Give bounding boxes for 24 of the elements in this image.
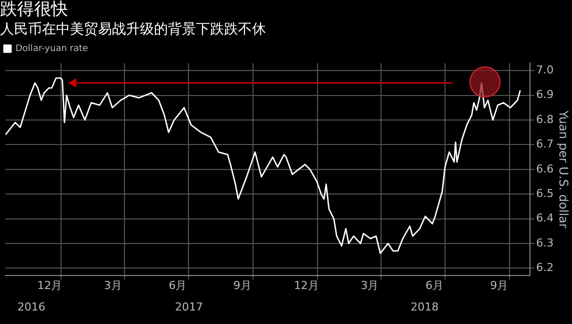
chart-title: 跌得很快: [0, 0, 68, 20]
y-tick-label: 6.2: [536, 261, 554, 274]
y-axis-title: Yuan per U.S. dollar: [556, 109, 571, 228]
x-tick-label: 12月: [37, 279, 62, 292]
y-tick-label: 6.3: [536, 236, 554, 250]
x-tick-label: 9月: [490, 279, 508, 292]
x2-tick-label: 2018: [410, 300, 439, 314]
y-tick-label: 6.4: [536, 212, 554, 225]
y-tick-label: 6.6: [536, 162, 554, 176]
chart-subtitle: 人民币在中美贸易战升级的背景下跌跌不休: [0, 21, 266, 38]
x-tick-label: 3月: [104, 279, 122, 292]
y-tick-label: 6.5: [536, 186, 554, 200]
y-tick-label: 6.8: [536, 112, 554, 126]
y-tick-label: 7.0: [536, 63, 554, 76]
legend-label: Dollar-yuan rate: [16, 44, 89, 54]
y-tick-label: 6.9: [536, 88, 554, 102]
x2-tick-label: 2016: [17, 300, 46, 314]
y-tick-label: 6.7: [536, 138, 554, 151]
x2-tick-label: 2017: [174, 300, 203, 314]
x-tick-label: 9月: [233, 279, 252, 292]
x-tick-label: 6月: [168, 279, 187, 292]
x-tick-label: 3月: [360, 279, 379, 292]
x-tick-label: 12月: [294, 279, 319, 292]
x-tick-label: 6月: [425, 279, 444, 292]
